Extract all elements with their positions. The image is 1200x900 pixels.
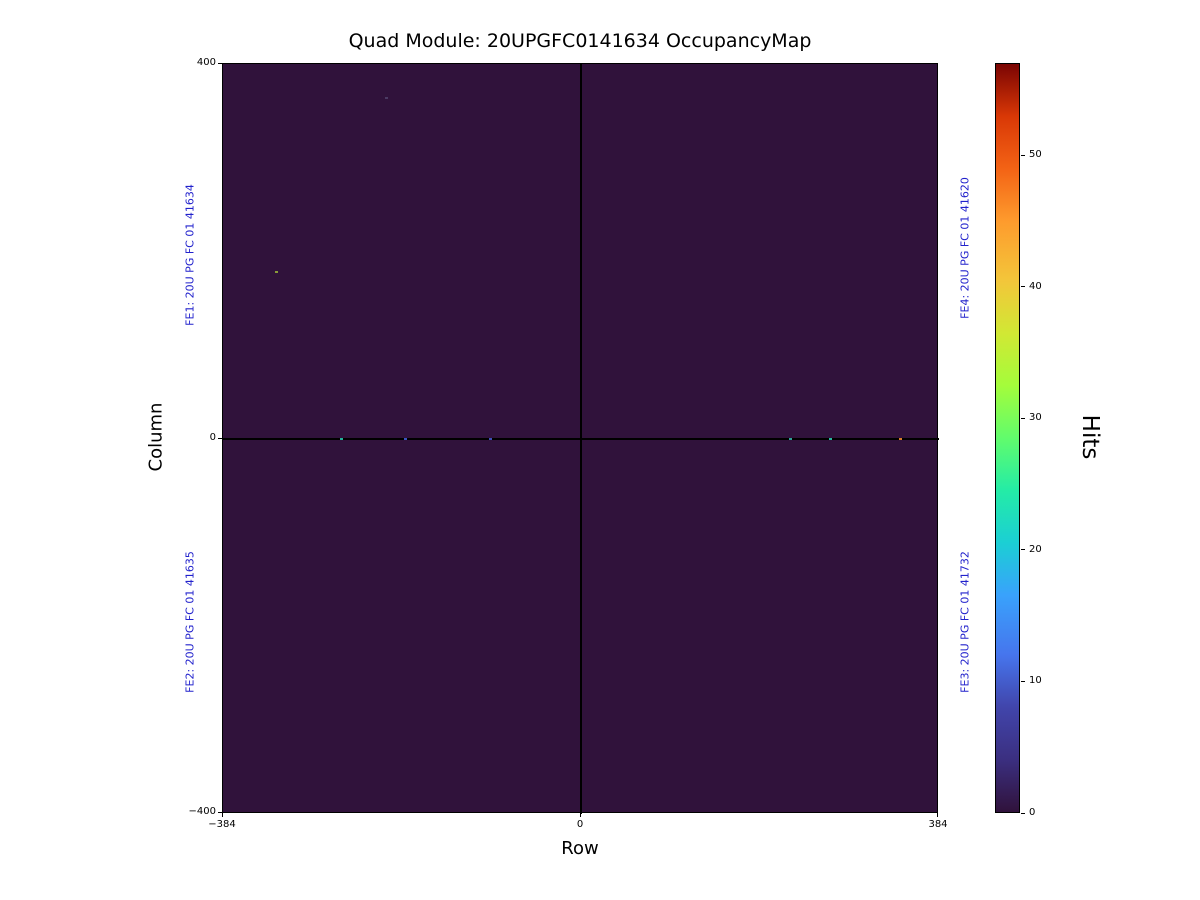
y-axis-label: Column (145, 402, 167, 472)
x-tick-label: 0 (576, 819, 584, 830)
colorbar-tick-mark (1021, 812, 1025, 814)
x-tick-mark (580, 813, 581, 817)
fe2-label: FE2: 20U PG FC 01 41635 (183, 551, 197, 693)
hit-pixel (404, 438, 408, 440)
colorbar (995, 63, 1020, 813)
y-tick-mark (218, 438, 222, 439)
hit-pixel (899, 438, 903, 440)
x-tick-label: 384 (928, 819, 948, 830)
y-tick-mark (218, 63, 222, 64)
colorbar-tick-mark (1021, 154, 1025, 156)
colorbar-gradient (996, 64, 1019, 812)
y-tick-label: −400 (188, 806, 216, 817)
colorbar-tick-label: 40 (1029, 280, 1042, 292)
hit-pixel (489, 438, 493, 440)
colorbar-tick-label: 20 (1029, 543, 1042, 555)
y-tick-label: 0 (209, 432, 216, 443)
hit-pixel (339, 438, 343, 440)
y-tick-mark (218, 812, 222, 813)
hit-pixel (829, 438, 833, 440)
colorbar-tick-label: 30 (1029, 412, 1042, 424)
heatmap-plot (222, 63, 939, 814)
chart-title: Quad Module: 20UPGFC0141634 OccupancyMap (348, 30, 812, 52)
fe1-label: FE1: 20U PG FC 01 41634 (183, 184, 197, 326)
colorbar-tick-mark (1021, 286, 1025, 288)
crosshair-horizontal (223, 438, 939, 440)
colorbar-tick-mark (1021, 549, 1025, 551)
hit-pixel (789, 438, 793, 440)
colorbar-label: Hits (1077, 414, 1103, 460)
x-tick-label: −384 (208, 819, 236, 830)
fe4-label: FE4: 20U PG FC 01 41620 (958, 177, 972, 319)
y-tick-label: 400 (196, 57, 216, 68)
colorbar-tick-label: 10 (1029, 675, 1042, 687)
colorbar-tick-mark (1021, 417, 1025, 419)
x-tick-mark (222, 813, 223, 817)
hit-pixel (274, 271, 278, 274)
colorbar-tick-label: 50 (1029, 149, 1042, 161)
x-axis-label: Row (561, 838, 599, 859)
colorbar-tick-mark (1021, 680, 1025, 682)
hit-pixel (384, 96, 388, 99)
colorbar-tick-label: 0 (1029, 807, 1036, 818)
x-tick-mark (937, 813, 938, 817)
fe3-label: FE3: 20U PG FC 01 41732 (958, 551, 972, 693)
